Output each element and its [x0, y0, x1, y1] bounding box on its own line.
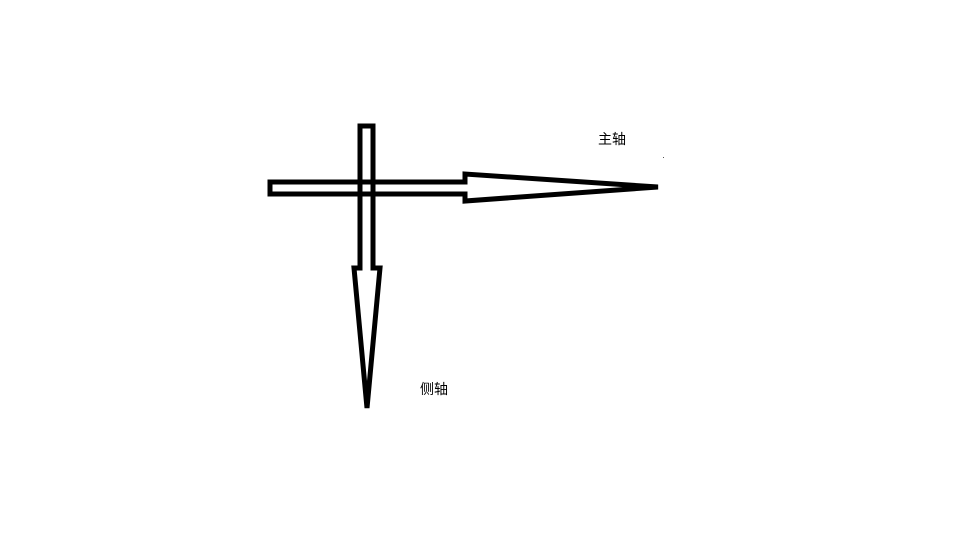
side-axis-arrow	[351, 123, 383, 409]
side-axis-label: 侧轴	[420, 382, 448, 398]
main-axis-arrow	[267, 171, 659, 204]
stray-dot	[663, 157, 664, 158]
main-axis-label: 主轴	[598, 132, 626, 148]
